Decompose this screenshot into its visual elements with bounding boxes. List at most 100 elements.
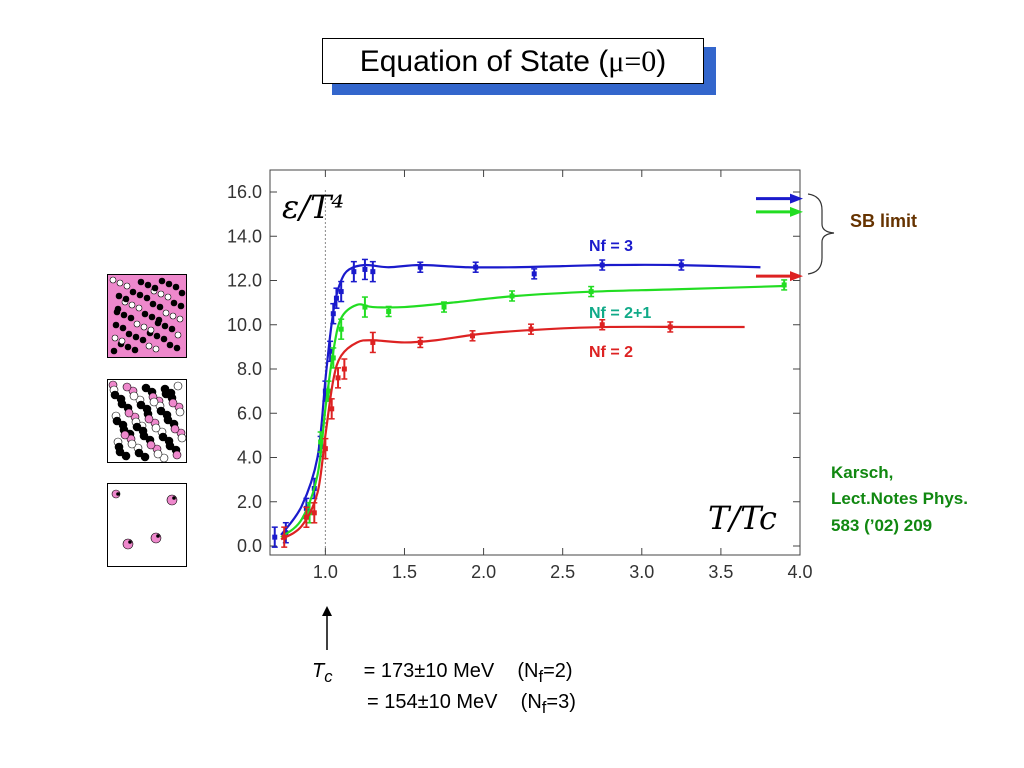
thumbnail-dot <box>115 292 123 300</box>
tc-line-1: Tc = 173±10 MeV (Nf=2) <box>312 660 573 687</box>
thumbnail-dot <box>146 440 156 450</box>
tc-value-2-eq: = 154 <box>367 691 418 713</box>
thumbnail-dot <box>129 288 137 296</box>
thumbnail-dot <box>175 407 185 417</box>
thumbnail-dot <box>134 448 144 458</box>
thumbnail-dot <box>168 398 178 408</box>
data-point <box>667 324 673 330</box>
data-point <box>386 308 392 314</box>
data-point <box>318 439 324 445</box>
thumbnail-dot <box>163 415 173 425</box>
sb-limit-label: SB limit <box>850 211 918 231</box>
thumbnail-dot <box>120 430 130 440</box>
thumbnail-dot <box>110 347 118 355</box>
thumbnail-dot <box>166 341 174 349</box>
sb-arrow-head <box>790 271 803 282</box>
thumbnail-dot <box>149 300 157 308</box>
thumbnail-dot <box>129 391 139 401</box>
thumbnail-dot <box>123 282 131 290</box>
thumbnail-dot <box>115 447 125 457</box>
y-tick-label: 0.0 <box>237 536 262 556</box>
thumbnail-dot <box>128 301 136 309</box>
data-point <box>338 326 344 332</box>
citation-line-2: Lect.Notes Phys. <box>831 489 968 508</box>
data-point <box>599 322 605 328</box>
data-point <box>441 304 447 310</box>
data-point <box>588 289 594 295</box>
data-point <box>330 311 336 317</box>
x-tick-label: 1.0 <box>313 562 338 582</box>
thumbnail-dot <box>137 278 145 286</box>
thumbnail-dot <box>116 279 124 287</box>
citation-line-3: 583 (’02) 209 <box>831 516 933 535</box>
series-label-nf21: Nf = 2+1 <box>589 305 651 322</box>
thumbnail-dot <box>136 400 146 410</box>
thumbnail-dot <box>172 450 182 460</box>
thumbnail-dot <box>170 424 180 434</box>
thumbnail-dot <box>118 337 126 345</box>
thumbnail-dot <box>121 451 131 461</box>
data-point <box>327 348 333 354</box>
thumbnail-dot <box>169 312 177 320</box>
dilute-phase-dots <box>111 489 178 550</box>
thumbnail-dot <box>172 283 180 291</box>
data-point <box>272 534 278 540</box>
y-tick-label: 14.0 <box>227 226 262 246</box>
thumbnail-dot <box>164 293 172 301</box>
tc-nf-2-sub: f <box>541 698 547 717</box>
thumbnail-dot <box>161 322 169 330</box>
plot-frame <box>269 169 801 556</box>
thumbnail-dot <box>141 310 149 318</box>
data-point <box>362 266 368 272</box>
thumbnail-dot <box>109 276 117 284</box>
x-tick-label: 4.0 <box>787 562 812 582</box>
hadron-gas-dots <box>109 276 186 355</box>
thumbnail-dot <box>176 315 184 323</box>
x-tick-label: 1.5 <box>392 562 417 582</box>
thumbnail-dot <box>151 423 161 433</box>
thumbnail-dot <box>110 390 120 400</box>
thumbnail-dot <box>160 335 168 343</box>
thumbnail-dot <box>155 316 163 324</box>
thumbnail-dot <box>158 432 168 442</box>
data-point <box>473 264 479 270</box>
thumbnail-dot <box>117 399 127 409</box>
tc-nf-2-close: =3) <box>546 691 576 713</box>
thumbnail-dot <box>114 305 122 313</box>
y-tick-label: 2.0 <box>237 492 262 512</box>
data-point <box>509 293 515 299</box>
tc-value-1-eq: = 173 <box>363 660 415 682</box>
data-point <box>330 355 336 361</box>
thumbnail-dot <box>156 406 166 416</box>
thumbnail-dot <box>178 289 186 297</box>
tc-symbol: T <box>312 660 325 682</box>
tc-arrow-head <box>322 606 332 616</box>
thumbnail-dot <box>141 383 151 393</box>
title-mu: μ=0 <box>608 45 657 78</box>
data-point <box>417 264 423 270</box>
data-point <box>781 282 787 288</box>
data-point <box>303 514 309 520</box>
y-tick-label: 16.0 <box>227 182 262 202</box>
sb-limit-brace <box>807 193 835 275</box>
thumbnail-dot <box>153 449 163 459</box>
thumbnail-dot <box>172 496 176 500</box>
thumbnail-dot <box>165 280 173 288</box>
thumbnail-dot <box>177 302 185 310</box>
y-tick-label: 6.0 <box>237 403 262 423</box>
thumbnail-dot <box>145 342 153 350</box>
y-tick-label: 12.0 <box>227 271 262 291</box>
series-line <box>280 284 785 539</box>
thumbnail-dot <box>156 534 160 538</box>
x-axis-label: T/Tc <box>708 499 777 537</box>
data-point <box>417 339 423 345</box>
thumbnail-dot <box>143 294 151 302</box>
page-title: Equation of State (μ=0) <box>322 38 704 84</box>
title-suffix: ) <box>656 45 667 78</box>
data-point <box>335 375 341 381</box>
thumbnail-dot <box>151 284 159 292</box>
data-point <box>338 289 344 295</box>
data-point <box>470 333 476 339</box>
tc-nf-2-open: (N <box>520 691 542 713</box>
